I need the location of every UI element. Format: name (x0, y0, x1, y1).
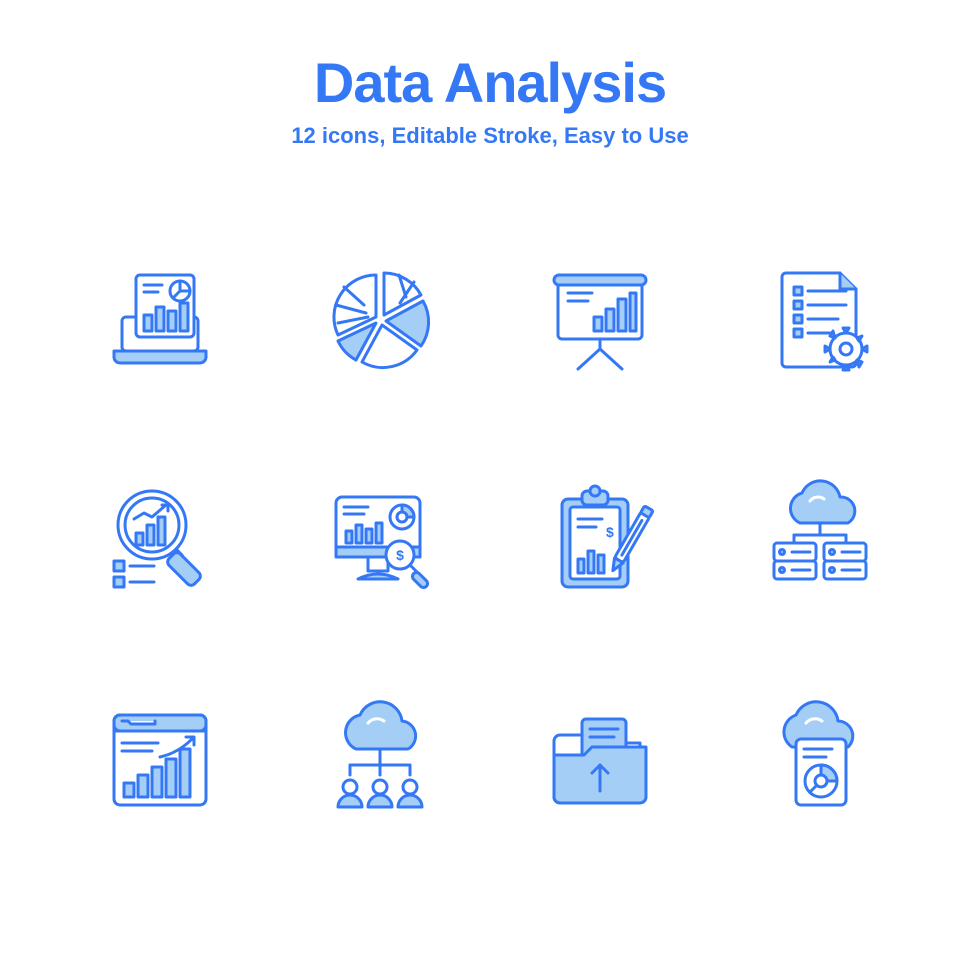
clipboard-finance-icon: $ (510, 449, 690, 629)
page-subtitle: 12 icons, Editable Stroke, Easy to Use (291, 123, 688, 149)
page-title: Data Analysis (314, 50, 666, 115)
presentation-board-icon (510, 229, 690, 409)
icon-grid: $ $ (70, 229, 910, 849)
document-settings-icon (730, 229, 910, 409)
monitor-finance-icon: $ (290, 449, 470, 629)
cloud-servers-icon (730, 449, 910, 629)
svg-text:$: $ (606, 524, 614, 540)
svg-text:$: $ (396, 547, 404, 563)
cloud-report-icon (730, 669, 910, 849)
magnifier-chart-icon (70, 449, 250, 629)
cloud-users-icon (290, 669, 470, 849)
folder-upload-icon (510, 669, 690, 849)
laptop-report-icon (70, 229, 250, 409)
pie-chart-icon (290, 229, 470, 409)
window-growth-icon (70, 669, 250, 849)
